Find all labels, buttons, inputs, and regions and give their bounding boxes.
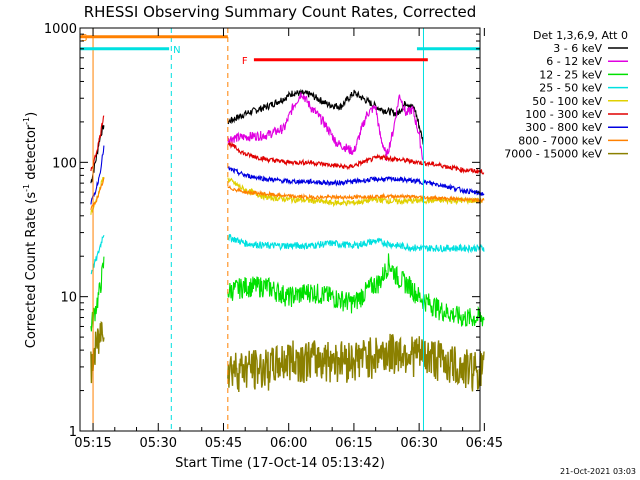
x-axis-label: Start Time (17-Oct-14 05:13:42) [175, 456, 385, 471]
series-line-2 [90, 253, 485, 332]
chart-title: RHESSI Observing Summary Count Rates, Co… [84, 3, 477, 21]
series-line-5 [90, 115, 485, 175]
legend-label-7: 800 - 7000 keV [518, 134, 602, 147]
legend-label-4: 50 - 100 keV [532, 95, 602, 108]
series-line-8 [90, 320, 485, 393]
legend-label-3: 25 - 50 keV [539, 82, 602, 95]
legend-label-5: 100 - 300 keV [525, 108, 602, 121]
state-bar-layer: S N F [80, 33, 480, 67]
legend-label-8: 7000 - 15000 keV [504, 148, 602, 161]
y-axis-label-end: ) [24, 112, 39, 117]
y-tick-label-2: 100 [52, 156, 77, 171]
state-bar-flag-1: N [173, 45, 180, 56]
x-tick-label-6: 06:45 [466, 436, 503, 451]
legend-label-0: 3 - 6 keV [553, 42, 602, 55]
x-tick-label-0: 05:15 [74, 436, 111, 451]
y-axis-label: Corrected Count Rate (s-1 detector-1) [22, 112, 39, 348]
axis-layer: 05:15 05:30 05:45 06:00 06:15 06:30 06:45 1 10 10… [44, 22, 503, 451]
y-tick-label-0: 1 [69, 425, 77, 440]
legend-label-2: 12 - 25 keV [539, 68, 602, 81]
y-tick-label-3: 1000 [44, 22, 77, 37]
x-tick-label-3: 06:00 [270, 436, 307, 451]
series-layer [90, 88, 485, 393]
legend-label-6: 300 - 800 keV [525, 121, 602, 134]
y-tick-label-1: 10 [60, 291, 77, 306]
series-line-1 [227, 92, 425, 162]
x-tick-label-2: 05:45 [205, 436, 242, 451]
y-axis-label-sup1: -1 [22, 184, 31, 192]
footer-date: 21-Oct-2021 03:03 [560, 467, 636, 476]
legend-label-1: 6 - 12 keV [546, 55, 602, 68]
y-axis-label-sup2: -1 [22, 117, 31, 125]
x-tick-label-5: 06:30 [400, 436, 437, 451]
y-axis-label-main: Corrected Count Rate (s [24, 192, 39, 349]
state-bar-flag-0: S [81, 33, 87, 44]
state-bar-flag-2: F [242, 56, 248, 67]
plot-frame [79, 27, 481, 432]
legend-header: Det 1,3,6,9, Att 0 [533, 29, 628, 42]
x-tick-label-1: 05:30 [140, 436, 177, 451]
x-tick-label-4: 06:15 [335, 436, 372, 451]
series-line-3 [90, 234, 485, 275]
y-axis-label-mid: detector [24, 124, 39, 184]
